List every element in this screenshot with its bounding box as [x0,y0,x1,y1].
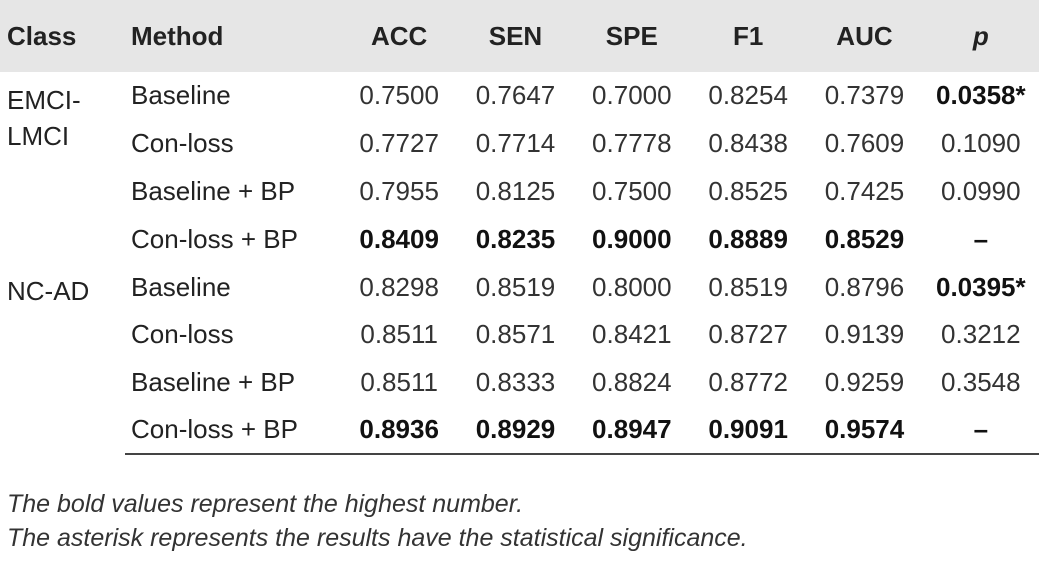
auc-cell: 0.8529 [824,223,905,254]
f1-cell: 0.8889 [708,223,788,254]
acc-cell: 0.7955 [359,175,439,206]
method-cell: Con-loss + BP [125,406,341,456]
table-row: Con-loss 0.7727 0.7714 0.7778 0.8438 0.7… [0,120,1039,168]
table-row: Con-loss 0.8511 0.8571 0.8421 0.8727 0.9… [0,311,1039,359]
acc-cell: 0.8409 [359,223,439,254]
sen-cell: 0.8929 [457,406,574,456]
p-cell: – [973,223,989,254]
sen-cell: 0.8235 [475,223,556,254]
header-acc: ACC [370,20,428,51]
results-table: Class Method ACC SEN SPE F1 AUC p EMCI- … [0,0,1039,456]
class-label-line1: NC-AD [7,276,90,307]
sen-cell: 0.7647 [475,80,556,111]
sen-cell: 0.8571 [475,319,556,350]
f1-cell: 0.8254 [708,80,788,111]
table-header-row: Class Method ACC SEN SPE F1 AUC p [0,0,1039,72]
header-spe: SPE [605,20,658,51]
p-cell: 0.0358* [935,80,1026,111]
table-row: Con-loss + BP 0.8936 0.8929 0.8947 0.909… [0,406,1039,456]
f1-cell: 0.8772 [708,367,788,398]
p-cell: – [922,406,1039,456]
acc-cell: 0.7500 [359,80,439,111]
sen-cell: 0.7714 [475,128,556,159]
acc-cell: 0.8936 [341,406,458,456]
spe-cell: 0.7778 [592,128,672,159]
table-row: Baseline + BP 0.8511 0.8333 0.8824 0.877… [0,359,1039,407]
method-cell: Baseline [131,80,231,111]
class-label-line2: LMCI [7,121,70,151]
method-cell: Con-loss [131,128,234,159]
auc-cell: 0.7379 [824,80,905,111]
results-table-container: Class Method ACC SEN SPE F1 AUC p EMCI- … [0,0,1039,456]
f1-cell: 0.8525 [708,175,788,206]
p-cell: 0.3212 [941,319,1021,350]
footnote-asterisk: The asterisk represents the results have… [7,524,748,552]
method-cell: Baseline [131,271,231,302]
header-f1: F1 [732,20,764,51]
header-auc: AUC [836,20,893,51]
auc-cell: 0.9259 [824,367,905,398]
sen-cell: 0.8125 [475,175,556,206]
method-cell: Con-loss [131,319,234,350]
spe-cell: 0.7000 [592,80,672,111]
p-cell: 0.3548 [941,367,1021,398]
header-sen: SEN [488,20,543,51]
acc-cell: 0.8511 [360,367,438,398]
auc-cell: 0.7609 [824,128,905,159]
spe-cell: 0.7500 [592,175,672,206]
auc-cell: 0.7425 [824,175,905,206]
spe-cell: 0.8421 [592,319,672,350]
spe-cell: 0.8000 [592,271,672,302]
auc-cell: 0.8796 [824,271,905,302]
f1-cell: 0.8727 [708,319,788,350]
auc-cell: 0.9574 [806,406,923,456]
p-cell: 0.0990 [941,175,1021,206]
header-method: Method [131,20,224,51]
f1-cell: 0.8519 [708,271,788,302]
auc-cell: 0.9139 [824,319,905,350]
header-p: p [972,20,989,51]
spe-cell: 0.8824 [592,367,672,398]
sen-cell: 0.8519 [475,271,556,302]
p-cell: 0.1090 [941,128,1021,159]
acc-cell: 0.8298 [359,271,439,302]
p-cell: 0.0395* [935,271,1026,302]
acc-cell: 0.8511 [360,319,438,350]
class-label-line1: EMCI- [7,85,81,115]
method-cell: Baseline + BP [131,367,296,398]
table-row: EMCI- LMCI Baseline 0.7500 0.7647 0.7000… [0,72,1039,151]
footnote-bold: The bold values represent the highest nu… [7,490,524,518]
table-row: Con-loss + BP 0.8409 0.8235 0.9000 0.888… [0,215,1039,263]
sen-cell: 0.8333 [475,367,556,398]
table-row: Baseline + BP 0.7955 0.8125 0.7500 0.852… [0,168,1039,216]
spe-cell: 0.8947 [573,406,690,456]
method-cell: Baseline + BP [131,175,296,206]
table-footnotes: The bold values represent the highest nu… [7,487,748,555]
method-cell: Con-loss + BP [131,223,298,254]
table-row: NC-AD Baseline 0.8298 0.8519 0.8000 0.85… [0,263,1039,311]
class-cell-nc-ad: NC-AD [0,263,125,454]
acc-cell: 0.7727 [359,128,439,159]
spe-cell: 0.9000 [592,223,672,254]
class-cell-emci-lmci: EMCI- LMCI [0,72,125,263]
f1-cell: 0.8438 [708,128,788,159]
header-class: Class [7,20,77,51]
f1-cell: 0.9091 [689,406,807,456]
